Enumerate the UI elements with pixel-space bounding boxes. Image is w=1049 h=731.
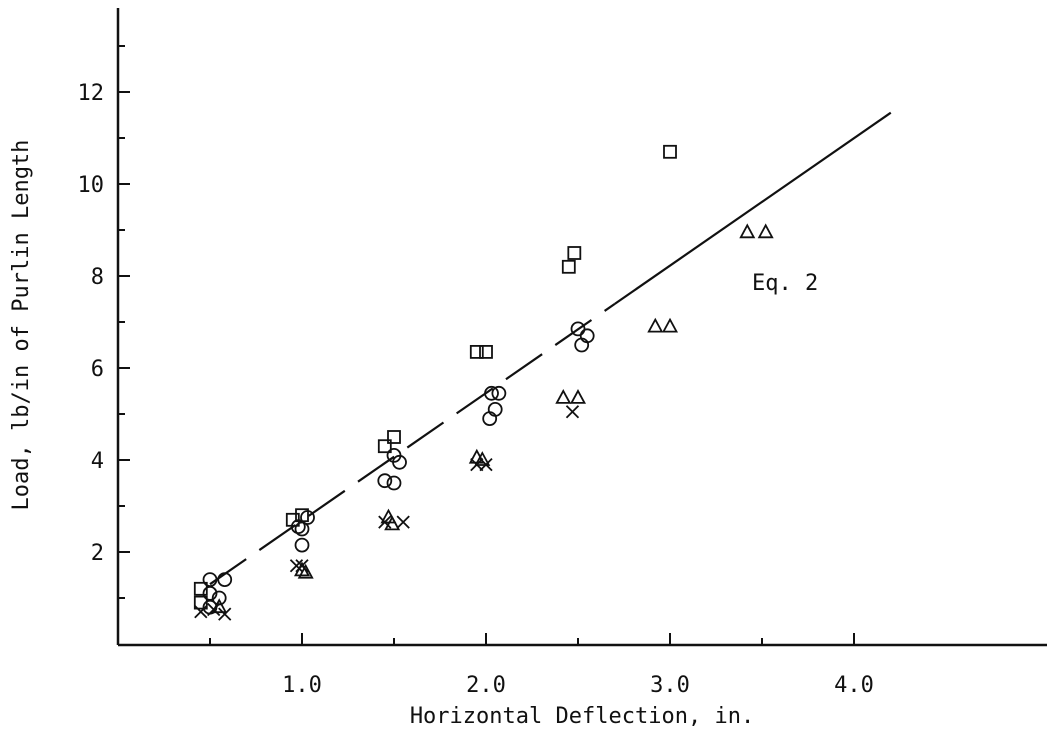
circle-marker bbox=[574, 337, 590, 353]
circle-marker bbox=[300, 510, 315, 525]
x-marker bbox=[207, 602, 221, 617]
fit-line-solid bbox=[614, 111, 892, 305]
triangle-marker bbox=[757, 223, 774, 239]
square-marker bbox=[387, 430, 401, 444]
x-marker bbox=[378, 515, 392, 529]
triangle-marker bbox=[555, 389, 572, 404]
triangle-marker bbox=[474, 451, 491, 466]
axes: 1.0 2.0 3.0 4.0 2 4 6 8 10 12 bbox=[78, 8, 1047, 698]
triangle-marker bbox=[739, 223, 756, 239]
circle-marker bbox=[570, 321, 586, 337]
y-axis-title: Load, lb/in of Purlin Length bbox=[9, 140, 34, 511]
fit-line-label: Eq. 2 bbox=[752, 271, 818, 296]
circle-marker bbox=[484, 385, 499, 401]
x-tick-label: 2.0 bbox=[466, 673, 506, 698]
y-tick-label: 2 bbox=[91, 541, 104, 566]
y-tick-label: 4 bbox=[91, 449, 104, 474]
fit-line-group bbox=[209, 111, 892, 586]
y-tick-label: 8 bbox=[91, 265, 104, 290]
x-marker bbox=[479, 457, 493, 472]
circle-marker bbox=[392, 454, 407, 470]
square-marker bbox=[479, 344, 493, 359]
fit-line-dashed bbox=[209, 302, 616, 586]
circle-marker bbox=[482, 411, 498, 427]
data-markers bbox=[193, 144, 774, 621]
x-tick-label: 4.0 bbox=[834, 673, 874, 698]
triangle-marker bbox=[661, 317, 679, 333]
triangle-marker bbox=[384, 515, 401, 531]
x-marker bbox=[194, 605, 208, 619]
x-tick-label: 1.0 bbox=[282, 673, 322, 698]
y-tick-label: 6 bbox=[91, 357, 104, 382]
square-marker bbox=[469, 344, 484, 359]
square-marker bbox=[193, 595, 208, 610]
circle-marker bbox=[386, 475, 402, 491]
circle-marker bbox=[217, 572, 233, 587]
x-marker bbox=[396, 515, 410, 529]
x-marker bbox=[295, 559, 309, 573]
y-tick-label: 12 bbox=[78, 81, 105, 106]
x-marker bbox=[218, 607, 232, 621]
square-marker bbox=[663, 144, 677, 159]
x-axis-title: Horizontal Deflection, in. bbox=[410, 704, 754, 729]
circle-marker bbox=[294, 537, 310, 553]
x-marker bbox=[565, 405, 580, 419]
triangle-marker bbox=[569, 389, 587, 404]
square-marker bbox=[193, 581, 208, 596]
x-tick-label: 3.0 bbox=[650, 673, 690, 698]
circle-marker bbox=[491, 385, 507, 401]
square-marker bbox=[561, 259, 576, 274]
y-tick-label: 10 bbox=[78, 173, 105, 198]
circle-marker bbox=[294, 521, 310, 537]
circle-marker bbox=[290, 519, 306, 535]
triangle-marker bbox=[647, 317, 664, 333]
circle-marker bbox=[377, 473, 393, 489]
square-marker bbox=[377, 439, 392, 454]
x-marker bbox=[289, 559, 304, 573]
square-marker bbox=[567, 246, 582, 260]
